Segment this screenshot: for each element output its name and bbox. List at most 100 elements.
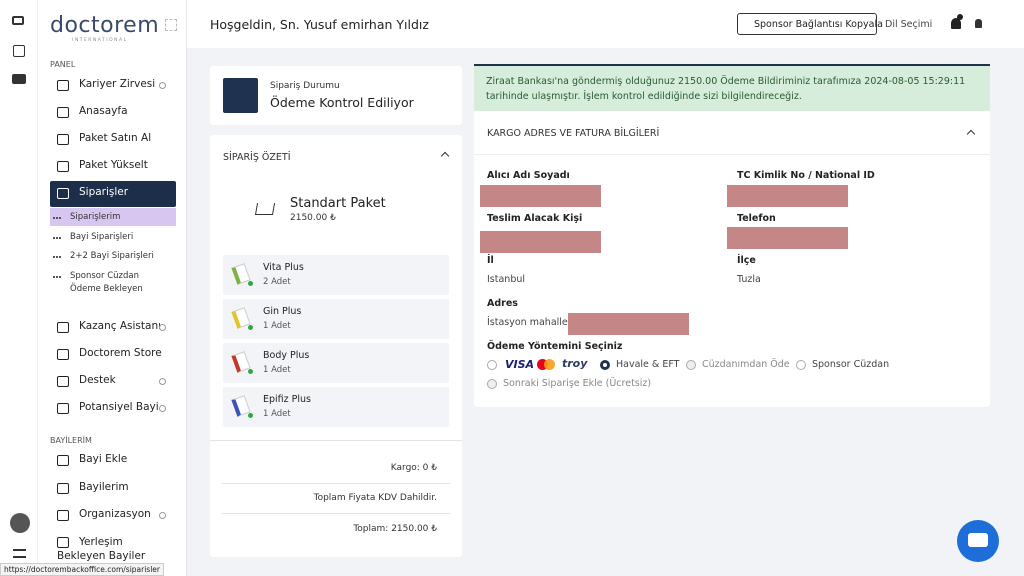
divider — [474, 154, 990, 155]
payment-option[interactable]: Havale & EFT — [616, 359, 680, 370]
avatar[interactable] — [10, 513, 30, 533]
nav-icon — [57, 455, 69, 466]
nav-icon — [57, 510, 69, 521]
sub-item[interactable]: 2+2 Bayi Siparişleri — [70, 251, 154, 261]
language-select[interactable]: Dil Seçimi — [885, 19, 933, 30]
nav-item[interactable]: Potansiyel Bayi — [79, 401, 159, 413]
mastercard-logo — [537, 359, 548, 370]
collapse-toggle[interactable] — [966, 129, 976, 139]
radio[interactable] — [487, 360, 497, 370]
chat-button[interactable] — [957, 520, 999, 562]
stock-dot — [248, 325, 253, 330]
field-label: Telefon — [737, 213, 776, 224]
status-card: Sipariş Durumu Ödeme Kontrol Ediliyor — [210, 66, 462, 125]
field-label: Ödeme Yöntemini Seçiniz — [487, 341, 623, 352]
nav-expand[interactable] — [159, 378, 166, 385]
sub-item[interactable]: Bayi Siparişleri — [70, 232, 134, 242]
briefcase-icon[interactable] — [12, 74, 26, 84]
nav-item[interactable]: Bayi Ekle — [79, 453, 128, 465]
nav-item[interactable]: Destek — [79, 374, 116, 386]
stock-dot — [248, 281, 253, 286]
sponsor-button[interactable]: Sponsor Bağlantısı Kopyala — [737, 13, 883, 35]
sub-bullet — [53, 276, 61, 278]
nav-expand[interactable] — [159, 82, 166, 89]
field-value: Istanbul — [487, 274, 526, 285]
nav-item[interactable]: Siparişler — [79, 186, 129, 198]
nav-expand[interactable] — [159, 512, 166, 519]
payment-option[interactable]: Sonraki Siparişe Ekle (Ücretsiz) — [503, 378, 652, 389]
field-label: Alıcı Adı Soyadı — [487, 170, 570, 181]
radio[interactable] — [487, 379, 497, 389]
product-row: Gin Plus 1 Adet — [223, 299, 449, 339]
divider — [222, 513, 450, 514]
mastercard-logo — [544, 359, 555, 370]
status-bar: https://doctorembackoffice.com/siparisle… — [0, 563, 164, 576]
product-qty: 1 Adet — [263, 409, 291, 419]
nav-item[interactable]: Anasayfa — [79, 105, 128, 117]
product-name: Vita Plus — [263, 262, 304, 273]
brand: doctorem — [50, 13, 160, 38]
nav-item[interactable]: Paket Satın Al — [79, 132, 152, 144]
field-label: Adres — [487, 298, 518, 309]
nav-item[interactable]: Kazanç Asistanı — [79, 320, 162, 332]
copy-icon[interactable] — [13, 45, 25, 57]
radio[interactable] — [686, 360, 696, 370]
nav-icon — [57, 537, 69, 548]
radio-selected[interactable] — [600, 360, 610, 370]
product-row: Epifiz Plus 1 Adet — [223, 387, 449, 427]
sub-bullet — [53, 237, 61, 239]
product-row: Vita Plus 2 Adet — [223, 255, 449, 295]
nav-item[interactable]: Yerleşim Bekleyen Bayiler — [57, 536, 146, 562]
nav-icon — [57, 483, 69, 494]
redacted — [480, 185, 601, 207]
cart-icon — [254, 203, 276, 215]
product-qty: 2 Adet — [263, 277, 291, 287]
nav-item[interactable]: Bayilerim — [79, 481, 129, 493]
nav-expand[interactable] — [159, 405, 166, 412]
nav-item[interactable]: Kariyer Zirvesi — [79, 78, 156, 90]
sub-item[interactable]: Siparişlerim — [70, 212, 121, 222]
product-qty: 1 Adet — [263, 321, 291, 331]
user-icon[interactable] — [975, 19, 982, 28]
payment-option[interactable]: Cüzdanımdan Öde — [702, 359, 790, 370]
bell-icon[interactable] — [951, 18, 961, 29]
shipping: Kargo: 0 ₺ — [390, 463, 437, 473]
radio[interactable] — [796, 360, 806, 370]
button-label: Sponsor Bağlantısı Kopyala — [754, 19, 883, 30]
sub-item[interactable]: Sponsor Cüzdan Ödeme Bekleyen — [70, 271, 143, 294]
nav-item[interactable]: Paket Yükselt — [79, 159, 148, 171]
sub-bullet — [53, 217, 61, 219]
active-item-bg — [50, 181, 176, 207]
redacted — [568, 313, 689, 335]
card-logo: troy — [562, 357, 588, 370]
nav-icon — [57, 161, 69, 172]
status-icon — [223, 78, 258, 113]
card-logo: VISA — [505, 358, 535, 371]
package-price: 2150.00 ₺ — [290, 213, 336, 223]
field-label: İl — [487, 255, 494, 266]
divider — [222, 483, 450, 484]
menu-icon[interactable] — [13, 549, 26, 558]
nav-icon — [57, 322, 69, 333]
total: Toplam: 2150.00 ₺ — [353, 524, 437, 534]
product-name: Body Plus — [263, 350, 310, 361]
redacted — [480, 231, 601, 253]
nav-item[interactable]: Organizasyon — [79, 508, 151, 520]
payment-option[interactable]: Sponsor Cüzdan — [812, 359, 890, 370]
logout-icon[interactable] — [12, 16, 24, 25]
collapse-toggle[interactable] — [440, 151, 450, 161]
nav-expand[interactable] — [159, 324, 166, 331]
nav-item[interactable]: Doctorem Store — [79, 347, 162, 359]
nav-icon — [57, 188, 69, 199]
sub-item-bg — [50, 208, 176, 226]
status-value: Ödeme Kontrol Ediliyor — [270, 95, 414, 110]
product-qty: 1 Adet — [263, 365, 291, 375]
shipping-card: KARGO ADRES VE FATURA BİLGİLERİ Alıcı Ad… — [474, 111, 990, 407]
summary-card: SİPARİŞ ÖZETİ Standart Paket 2150.00 ₺ K… — [210, 135, 462, 557]
product-row: Body Plus 1 Adet — [223, 343, 449, 383]
vat-note: Toplam Fiyata KDV Dahildir. — [313, 493, 437, 503]
grid-toggle[interactable] — [165, 19, 177, 31]
field-label: TC Kimlik No / National ID — [737, 170, 875, 181]
alert: Ziraat Bankası'na göndermiş olduğunuz 21… — [474, 64, 990, 111]
package-name: Standart Paket — [290, 196, 386, 211]
